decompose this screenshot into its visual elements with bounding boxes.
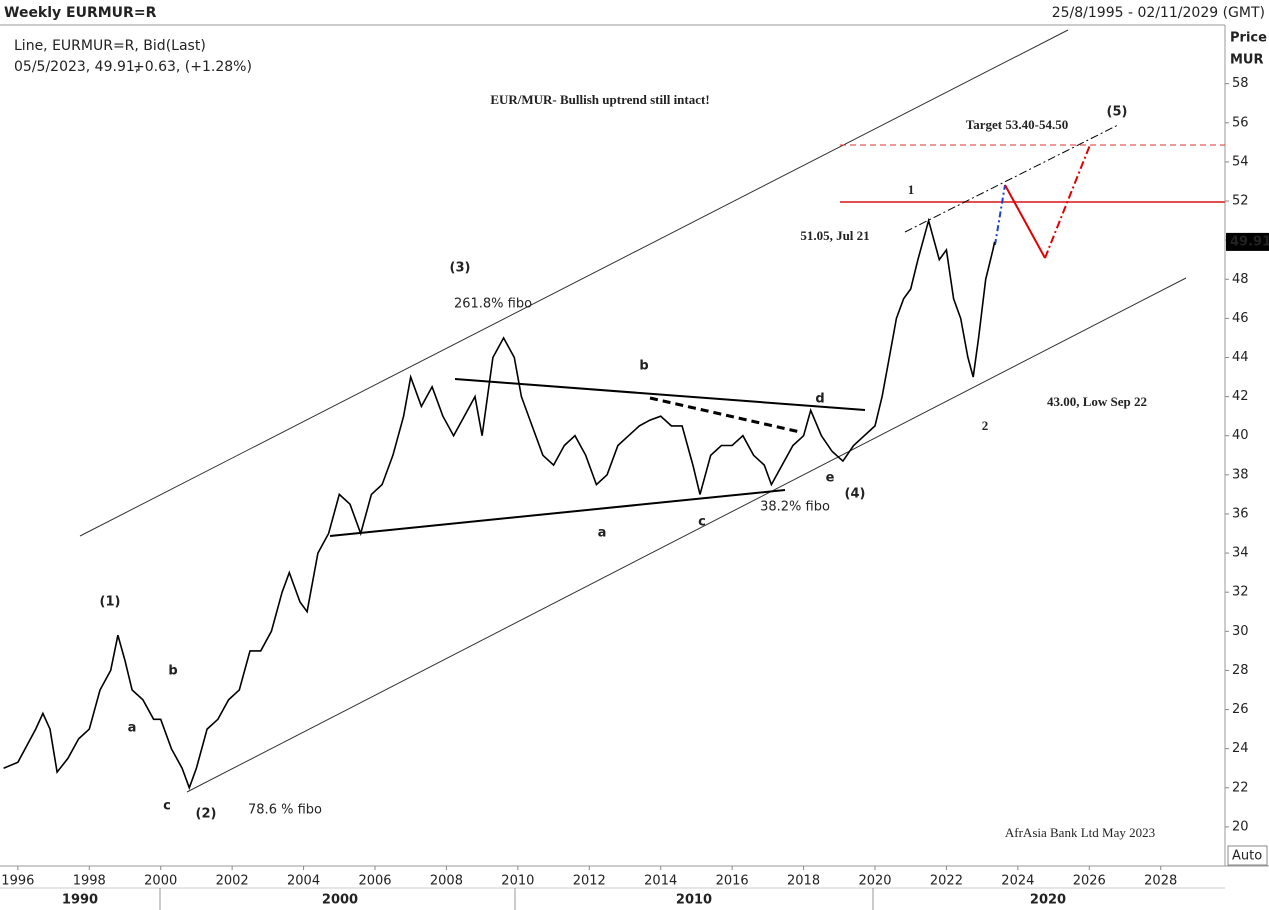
- lower-channel: [186, 277, 1187, 793]
- x-tick-label: 2028: [1144, 874, 1177, 889]
- annotation: 78.6 % fibo: [248, 803, 322, 818]
- decade-label: 1990: [62, 893, 98, 908]
- wave-5-trend: [904, 124, 1119, 233]
- y-tick-label: 58: [1232, 76, 1249, 91]
- annotation: Target 53.40-54.50: [966, 117, 1068, 132]
- annotation: (5): [1107, 105, 1128, 120]
- annotation: 51.05, Jul 21: [800, 228, 869, 243]
- y-tick-label: 44: [1232, 350, 1249, 365]
- y-axis-unit: MUR: [1230, 53, 1264, 68]
- decade-label: 2000: [322, 893, 358, 908]
- y-tick-label: 20: [1232, 819, 1249, 834]
- auto-button[interactable]: [1227, 845, 1268, 866]
- x-tick-label: 2024: [1001, 874, 1034, 889]
- annotation: (1): [100, 595, 121, 610]
- annotation: 261.8% fibo: [454, 297, 532, 312]
- x-tick-label: 2002: [216, 874, 249, 889]
- annotation: 38.2% fibo: [760, 500, 830, 515]
- y-tick-label: 36: [1232, 506, 1249, 521]
- y-tick-label: 26: [1232, 702, 1249, 717]
- upper-channel: [79, 29, 1069, 537]
- y-tick-label: 24: [1232, 741, 1249, 756]
- x-tick-label: 2022: [930, 874, 963, 889]
- y-tick-label: 54: [1232, 154, 1249, 169]
- series-info: Line, EURMUR=R, Bid(Last): [14, 38, 206, 54]
- annotation: (3): [450, 261, 471, 276]
- annotation: 1: [908, 182, 915, 197]
- triangle-bottom: [329, 489, 786, 537]
- drawings: [79, 29, 1225, 793]
- annotation: a: [598, 526, 607, 541]
- annotation: d: [815, 392, 824, 407]
- forecast-down: [1004, 184, 1046, 259]
- x-tick-label: 1998: [73, 874, 106, 889]
- annotation: 43.00, Low Sep 22: [1047, 394, 1147, 409]
- y-tick-label: 52: [1232, 194, 1249, 209]
- x-tick-label: 2016: [716, 874, 749, 889]
- annotation: AfrAsia Bank Ltd May 2023: [1005, 825, 1155, 840]
- decade-label: 2010: [676, 893, 712, 908]
- last-price-label: 49.91: [1230, 234, 1269, 249]
- auto-label[interactable]: Auto: [1232, 849, 1262, 864]
- forecast-up: [994, 184, 1006, 246]
- x-tick-label: 2026: [1073, 874, 1106, 889]
- price-line: [3, 217, 996, 791]
- x-tick-label: 2014: [644, 874, 677, 889]
- annotation: e: [826, 471, 835, 486]
- chart-title: Weekly EURMUR=R: [4, 5, 157, 21]
- annotation: b: [168, 664, 177, 679]
- triangle-top: [454, 378, 866, 411]
- x-tick-label: 2010: [501, 874, 534, 889]
- date-range: 25/8/1995 - 02/11/2029 (GMT): [1052, 5, 1265, 21]
- last-info: 05/5/2023, 49.91,: [14, 59, 139, 75]
- x-tick-label: 1996: [1, 874, 34, 889]
- annotation: 2: [982, 418, 989, 433]
- annotation: c: [698, 515, 706, 530]
- x-tick-label: 2008: [430, 874, 463, 889]
- annotation: c: [163, 799, 171, 814]
- change: +0.63, (+1.28%): [133, 59, 252, 75]
- y-tick-label: 30: [1232, 624, 1249, 639]
- y-tick-label: 38: [1232, 467, 1249, 482]
- y-tick-label: 34: [1232, 546, 1249, 561]
- annotation: (2): [196, 807, 217, 822]
- forecast-target: [1044, 144, 1091, 259]
- y-axis-title: Price: [1230, 31, 1267, 46]
- y-tick-label: 46: [1232, 311, 1249, 326]
- x-tick-label: 2018: [787, 874, 820, 889]
- x-tick-label: 2012: [573, 874, 606, 889]
- annotation: EUR/MUR- Bullish uptrend still intact!: [490, 92, 709, 107]
- x-tick-label: 2020: [858, 874, 891, 889]
- x-tick-label: 2006: [358, 874, 391, 889]
- annotation: b: [639, 359, 648, 374]
- y-tick-label: 22: [1232, 780, 1249, 795]
- y-tick-label: 40: [1232, 428, 1249, 443]
- y-tick-label: 56: [1232, 115, 1249, 130]
- y-tick-label: 48: [1232, 272, 1249, 287]
- decade-label: 2020: [1030, 893, 1066, 908]
- annotation: a: [128, 721, 137, 736]
- annotation: (4): [845, 487, 866, 502]
- y-tick-label: 32: [1232, 585, 1249, 600]
- last-price-tag: [1226, 232, 1269, 251]
- y-tick-label: 28: [1232, 663, 1249, 678]
- y-tick-label: 42: [1232, 389, 1249, 404]
- x-tick-label: 2004: [287, 874, 320, 889]
- x-tick-label: 2000: [144, 874, 177, 889]
